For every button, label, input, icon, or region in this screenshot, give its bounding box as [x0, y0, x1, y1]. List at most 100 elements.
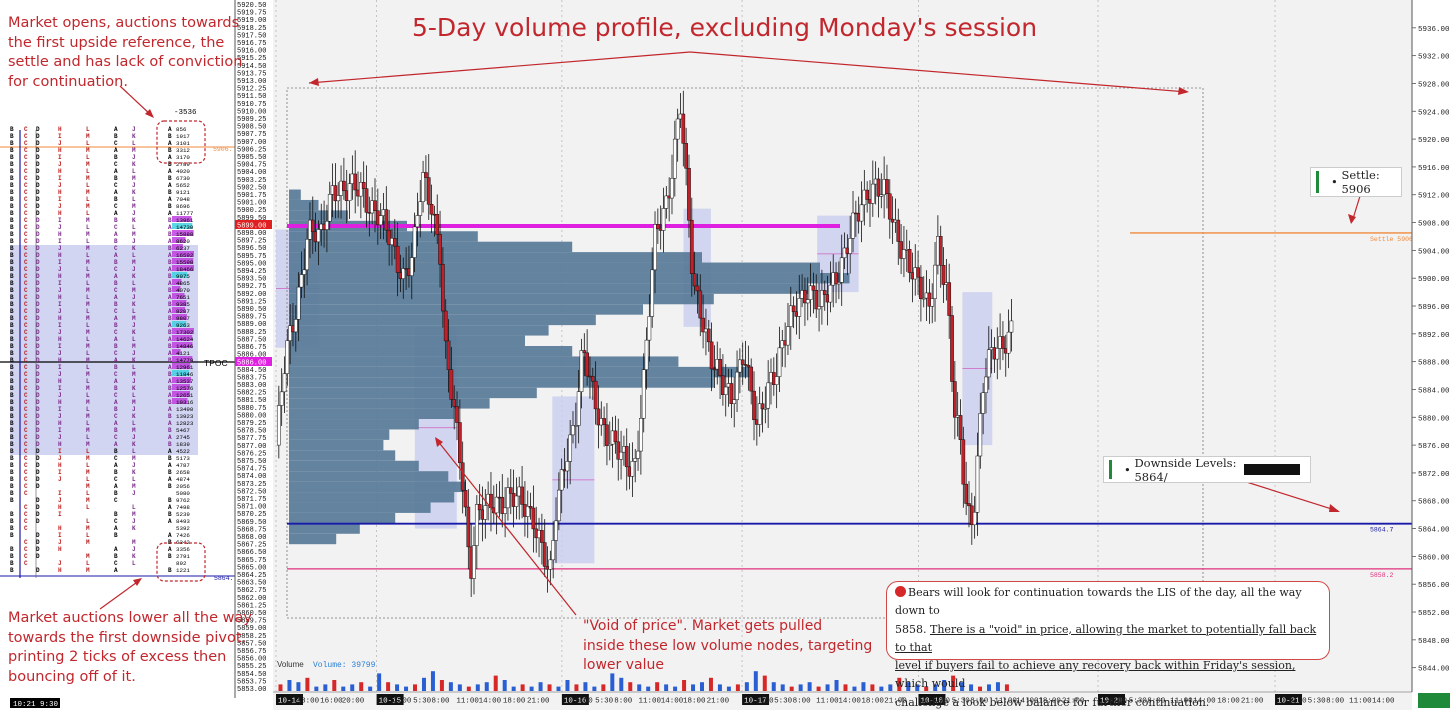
- y-tick-label: 5856.00: [1418, 582, 1450, 590]
- tpo-letter: M: [132, 511, 136, 518]
- x-tick-label: 5:30: [413, 698, 432, 706]
- tpo-pivot-tag: 5864.7: [214, 575, 238, 582]
- candle-body: [675, 118, 680, 140]
- tpo-letter: M: [86, 287, 90, 294]
- tpo-settle-tag: 5906.: [213, 146, 233, 153]
- tpo-count-bar: [172, 370, 190, 376]
- ladder-price: 5864.25: [237, 572, 266, 580]
- ladder-price: 5910.75: [237, 101, 266, 109]
- tpo-letter: C: [114, 518, 118, 525]
- tpo-count: 8493: [176, 518, 190, 525]
- tpo-letter: C: [24, 525, 28, 532]
- tpo-letter: B: [114, 532, 118, 539]
- candle-body: [279, 391, 284, 406]
- tpo-letter: A: [168, 280, 172, 287]
- tpo-letter: I: [58, 448, 62, 455]
- tpo-letter: A: [114, 462, 118, 469]
- y-tick-label: 5916.00: [1418, 165, 1450, 173]
- tpo-count: 14730: [176, 224, 194, 231]
- tpo-letter: B: [10, 434, 14, 441]
- tpo-letter: J: [132, 210, 136, 217]
- tpo-letter: H: [58, 168, 62, 175]
- tpo-letter: A: [168, 504, 172, 511]
- x-tick-label: 21:00: [884, 698, 907, 706]
- tpo-letter: M: [86, 427, 90, 434]
- tpo-count-bar: [172, 349, 181, 355]
- profile-bar: [289, 419, 419, 430]
- tpo-letter: C: [24, 329, 28, 336]
- tpo-count: 5239: [176, 511, 190, 518]
- tpo-letter: A: [168, 154, 172, 161]
- tpo-letter: B: [10, 175, 14, 182]
- ladder-price: 5892.00: [237, 291, 266, 299]
- tpo-letter: C: [24, 280, 28, 287]
- tpo-letter: J: [132, 266, 136, 273]
- tpo-letter: L: [86, 140, 90, 147]
- tpo-count-bar: [172, 286, 181, 292]
- tpo-letter: C: [24, 469, 28, 476]
- tpo-letter: A: [114, 525, 118, 532]
- ladder-price: 5877.75: [237, 435, 266, 443]
- tpo-top-stat: -3536: [174, 109, 197, 117]
- tpo-letter: K: [132, 525, 136, 532]
- tpo-letter: B: [10, 560, 14, 567]
- tpo-letter: C: [114, 308, 118, 315]
- tpo-letter: D: [36, 196, 40, 203]
- candle-body: [766, 382, 771, 409]
- tpo-letter: J: [58, 329, 62, 336]
- tpo-letter: L: [86, 196, 90, 203]
- tpo-count: 12651: [176, 392, 194, 399]
- tpo-letter: B: [10, 280, 14, 287]
- volume-bar: [565, 680, 570, 691]
- tpo-letter: M: [132, 427, 136, 434]
- tpo-letter: C: [24, 371, 28, 378]
- tpo-letter: C: [24, 168, 28, 175]
- tpo-letter: B: [10, 413, 14, 420]
- tpo-letter: C: [24, 427, 28, 434]
- tpo-letter: H: [58, 420, 62, 427]
- tpo-letter: C: [24, 364, 28, 371]
- tpo-letter: C: [24, 140, 28, 147]
- candle-body: [557, 489, 561, 522]
- candle-body: [921, 297, 926, 300]
- tpo-letter: B: [10, 483, 14, 490]
- tpo-letter: H: [58, 504, 62, 511]
- volume-bar: [601, 684, 606, 691]
- x-tick-label: 11:00: [638, 698, 661, 706]
- tpo-letter: M: [132, 231, 136, 238]
- downside-callout-text: Downside Levels: 5864/: [1134, 455, 1237, 484]
- tpo-count-bar: [172, 272, 188, 278]
- tpo-letter: C: [24, 560, 28, 567]
- x-tick-label: 8:00: [793, 698, 812, 706]
- candle-body: [483, 505, 488, 520]
- tpo-letter: B: [168, 399, 172, 406]
- tpo-letter: L: [86, 420, 90, 427]
- tpo-letter: L: [132, 140, 136, 147]
- x-tick-label: 3:00: [575, 698, 594, 706]
- tpo-letter: J: [132, 126, 136, 133]
- tpo-letter: B: [114, 385, 118, 392]
- tpo-letter: B: [10, 210, 14, 217]
- tpo-letter: B: [168, 343, 172, 350]
- tpo-letter: L: [86, 504, 90, 511]
- tpo-letter: I: [58, 532, 62, 539]
- volume-bar: [798, 684, 803, 691]
- tpo-letter: A: [168, 140, 172, 147]
- tpo-count: 7426: [176, 532, 190, 539]
- tpo-letter: C: [24, 476, 28, 483]
- candle-body: [896, 219, 901, 242]
- y-tick-label: 5860.00: [1418, 554, 1450, 562]
- tpo-letter: J: [58, 539, 62, 546]
- candle-body: [639, 418, 643, 452]
- ladder-price: 5853.00: [237, 686, 266, 694]
- tpo-letter: B: [10, 378, 14, 385]
- tpo-letter: J: [58, 224, 62, 231]
- tpo-letter: B: [10, 329, 14, 336]
- volume-bar: [735, 684, 740, 691]
- tpo-letter: C: [24, 441, 28, 448]
- candle-body: [392, 238, 397, 247]
- tpo-count: 9121: [176, 189, 190, 196]
- x-date-box: [918, 694, 946, 705]
- tpo-letter: L: [86, 490, 90, 497]
- tpo-letter: L: [86, 364, 90, 371]
